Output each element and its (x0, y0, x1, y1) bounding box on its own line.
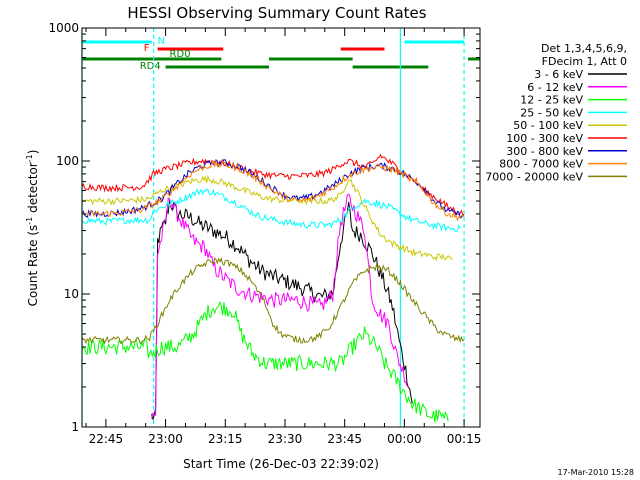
x-tick-label: 00:00 (387, 432, 422, 446)
series-lines (81, 153, 465, 423)
footer-timestamp: 17-Mar-2010 15:28 (558, 468, 635, 477)
cyan-vertical-lines (81, 28, 465, 427)
x-tick-label: 22:45 (89, 432, 124, 446)
flag-label: RD4 (140, 61, 161, 72)
flag-label: F (144, 43, 150, 54)
x-tick-label: 23:45 (327, 432, 362, 446)
y-axis-ticks: 1 10 100 1000 (48, 21, 480, 434)
series-line (151, 193, 409, 419)
plot-frame (81, 27, 481, 428)
legend-entry-label: 3 - 6 keV (534, 68, 583, 81)
x-tick-label: 23:15 (208, 432, 243, 446)
series-line (81, 188, 461, 233)
flag-label: RD0 (170, 49, 191, 60)
chart-title: HESSI Observing Summary Count Rates (127, 4, 426, 22)
legend: Det 1,3,4,5,6,9, FDecim 1, Att 0 3 - 6 k… (485, 42, 627, 183)
y-tick-label: 1 (71, 420, 79, 434)
series-line (81, 175, 453, 262)
y-tick-label: 10 (64, 287, 79, 301)
y-tick-label: 1000 (48, 21, 79, 35)
x-tick-label: 23:00 (148, 432, 183, 446)
legend-header-2: FDecim 1, Att 0 (542, 55, 627, 68)
legend-entry-label: 800 - 7000 keV (499, 158, 583, 171)
y-tick-label: 100 (56, 154, 79, 168)
series-line (81, 300, 449, 423)
x-axis-ticks: 22:45 23:00 23:15 23:30 23:45 00:00 00:15 (85, 28, 482, 446)
legend-entry-label: 25 - 50 keV (520, 106, 583, 119)
series-line (81, 159, 465, 222)
legend-header-1: Det 1,3,4,5,6,9, (541, 42, 627, 55)
legend-entry-label: 50 - 100 keV (513, 119, 583, 132)
x-tick-label: 00:15 (447, 432, 482, 446)
x-axis-label: Start Time (26-Dec-03 22:39:02) (183, 457, 379, 471)
flag-bars: NF RD0 RD4 (82, 36, 480, 72)
legend-entry-label: 7000 - 20000 keV (485, 170, 583, 183)
legend-entry-label: 12 - 25 keV (520, 94, 583, 107)
series-line (151, 199, 413, 420)
series-line (81, 153, 465, 217)
y-axis-label: Count Rate (s-1 detector-1) (25, 150, 40, 307)
flag-label: N (158, 36, 165, 47)
legend-entry-label: 100 - 300 keV (506, 132, 583, 145)
legend-entry-label: 300 - 800 keV (506, 145, 583, 158)
legend-entry-label: 6 - 12 keV (527, 81, 583, 94)
x-tick-label: 23:30 (268, 432, 303, 446)
series-line (81, 159, 465, 219)
series-line (81, 257, 465, 345)
